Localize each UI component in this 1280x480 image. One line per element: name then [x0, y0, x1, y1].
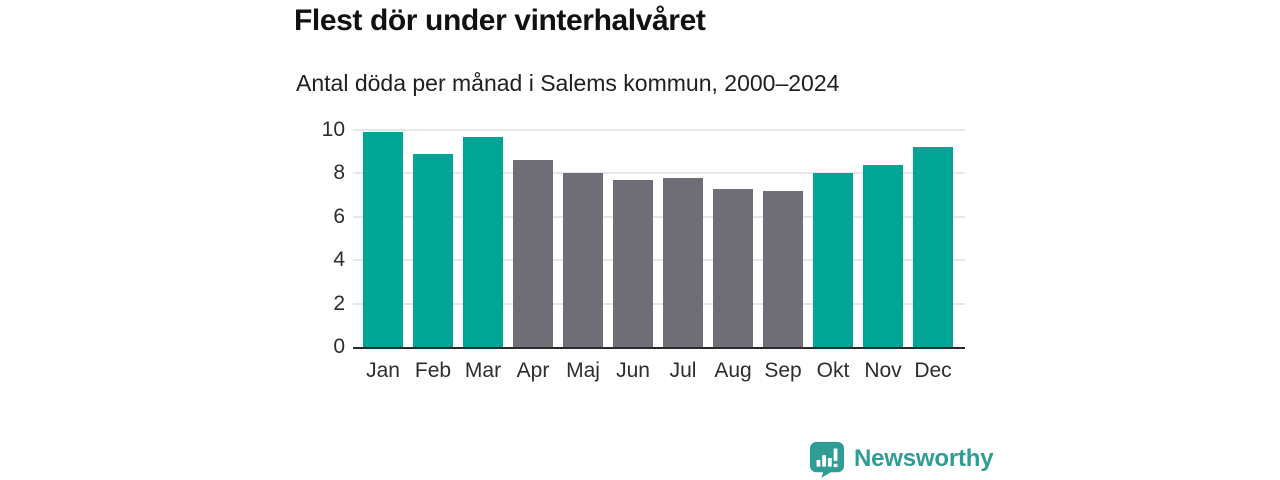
x-tick-jan: Jan [366, 359, 400, 382]
y-tick-8: 8 [333, 161, 345, 185]
bar-sep [763, 190, 803, 347]
x-tick-nov: Nov [864, 359, 902, 382]
bar-maj [563, 173, 603, 347]
gridline-y6 [353, 215, 965, 218]
x-tick-aug: Aug [714, 359, 752, 382]
x-tick-okt: Okt [816, 359, 850, 382]
gridline-y4 [353, 259, 965, 262]
gridline-y2 [353, 302, 965, 305]
x-tick-maj: Maj [566, 359, 600, 382]
y-tick-10: 10 [321, 118, 345, 141]
gridline-y8 [353, 172, 965, 175]
newsworthy-wordmark: Newsworthy [854, 445, 994, 472]
plot-area [353, 129, 965, 349]
chart-title: Flest dör under vinterhalvåret [294, 4, 706, 37]
bar-dec [913, 147, 953, 347]
chart-subtitle: Antal döda per månad i Salems kommun, 20… [296, 70, 840, 96]
gridline-y10 [353, 129, 965, 131]
x-tick-jun: Jun [616, 359, 650, 382]
x-tick-apr: Apr [516, 359, 550, 382]
bar-aug [713, 188, 753, 347]
bar-nov [863, 164, 903, 347]
x-tick-dec: Dec [914, 359, 952, 382]
y-tick-2: 2 [333, 291, 345, 315]
y-tick-6: 6 [333, 204, 345, 228]
bar-mar [463, 136, 503, 347]
bar-jul [663, 177, 703, 347]
y-tick-4: 4 [333, 248, 345, 272]
x-tick-mar: Mar [464, 359, 502, 382]
bar-okt [813, 173, 853, 347]
bar-jan [363, 132, 403, 347]
newsworthy-icon [808, 440, 846, 478]
x-tick-feb: Feb [414, 359, 452, 382]
x-tick-jul: Jul [669, 359, 697, 382]
x-tick-sep: Sep [764, 359, 802, 382]
bar-jun [613, 179, 653, 347]
bar-feb [413, 153, 453, 347]
bar-apr [513, 160, 553, 347]
newsworthy-logo[interactable]: Newsworthy [808, 440, 994, 478]
y-tick-0: 0 [333, 335, 345, 358]
